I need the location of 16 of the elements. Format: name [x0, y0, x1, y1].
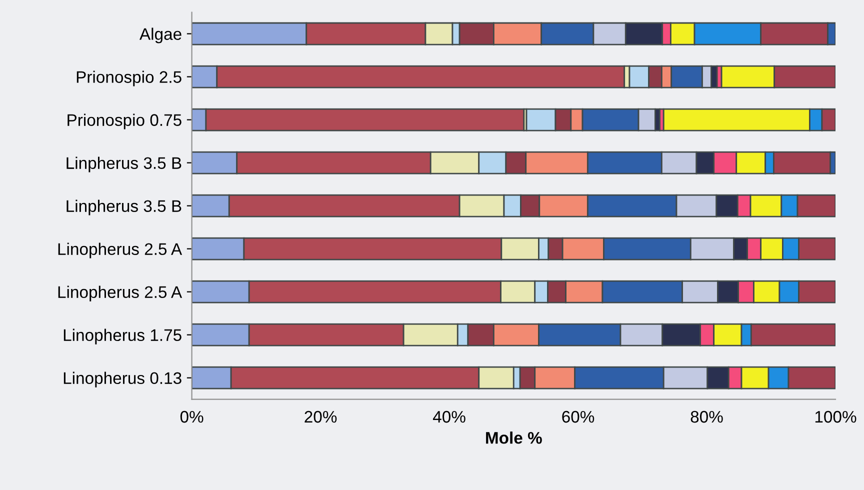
- x-tick-label: 100%: [815, 410, 856, 423]
- y-tick-label: Linopherus 1.75: [64, 328, 182, 344]
- y-tick-label: Linpherus 3.5 B: [66, 200, 182, 216]
- y-tick-label: Linopherus 0.13: [64, 372, 182, 388]
- y-tick-label: Linopherus 2.5 A: [58, 286, 182, 302]
- y-tick-label: Algae: [139, 28, 182, 44]
- y-tick-label: Linpherus 3.5 B: [66, 156, 182, 172]
- y-tick-label: Prionospio 0.75: [68, 114, 182, 130]
- x-tick-label: 80%: [690, 410, 723, 423]
- x-tick-label: 40%: [432, 410, 466, 423]
- x-axis-title: Mole %: [486, 432, 542, 444]
- x-tick-label: 0%: [180, 410, 204, 423]
- y-tick-label: Linopherus 2.5 A: [58, 242, 182, 258]
- y-tick-label: Prionospio 2.5: [76, 70, 182, 86]
- x-tick-label: 20%: [304, 410, 337, 423]
- x-tick-label: 60%: [562, 410, 594, 423]
